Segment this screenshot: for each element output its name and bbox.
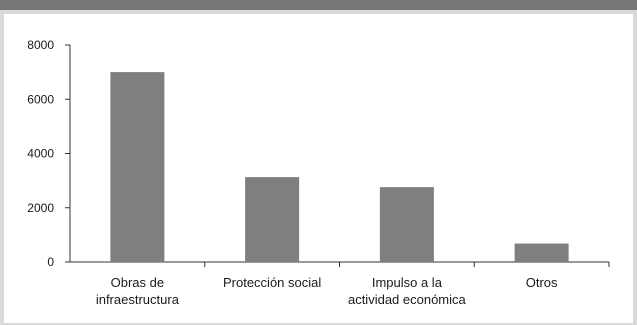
category-label-0-1: infraestructura	[96, 292, 180, 307]
y-tick-label-0: 0	[47, 255, 54, 269]
y-tick-label-1: 2000	[27, 201, 54, 215]
category-label-2-1: actividad económica	[348, 292, 467, 307]
bar-0	[110, 72, 165, 262]
y-tick-label-3: 6000	[27, 92, 54, 106]
y-tick-label-2: 4000	[27, 147, 54, 161]
category-label-3-0: Otros	[526, 275, 558, 290]
bar-1	[245, 177, 300, 262]
bar-3	[514, 243, 569, 262]
category-label-0-0: Obras de	[111, 275, 164, 290]
bar-2	[379, 187, 434, 262]
category-label-2-0: Impulso a la	[372, 275, 443, 290]
y-tick-label-4: 8000	[27, 38, 54, 52]
bar-chart: 0 2000 4000 6000 8000 Obras de infraestructura…	[27, 38, 610, 307]
header-band	[0, 0, 637, 10]
chart-panel: 0 2000 4000 6000 8000 Obras de infraestructura…	[4, 14, 633, 323]
category-label-1-0: Protección social	[223, 275, 321, 290]
